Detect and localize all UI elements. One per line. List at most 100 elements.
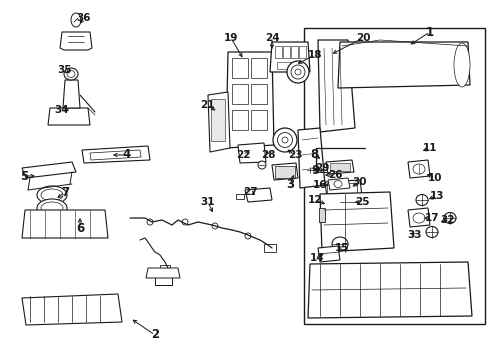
Polygon shape — [325, 160, 353, 174]
FancyBboxPatch shape — [250, 84, 266, 104]
Polygon shape — [90, 150, 141, 160]
FancyBboxPatch shape — [274, 166, 294, 178]
FancyBboxPatch shape — [231, 84, 247, 104]
Ellipse shape — [412, 213, 424, 223]
Text: 4: 4 — [122, 148, 131, 162]
FancyBboxPatch shape — [250, 110, 266, 130]
Polygon shape — [337, 42, 469, 88]
FancyBboxPatch shape — [326, 183, 356, 195]
Circle shape — [147, 219, 153, 225]
Text: 18: 18 — [307, 50, 322, 60]
Polygon shape — [317, 40, 354, 132]
Polygon shape — [82, 146, 150, 163]
FancyBboxPatch shape — [231, 58, 247, 78]
Ellipse shape — [64, 68, 78, 80]
Text: 33: 33 — [407, 230, 421, 240]
Text: 16: 16 — [312, 180, 326, 190]
Text: 10: 10 — [427, 173, 441, 183]
FancyBboxPatch shape — [250, 58, 266, 78]
Text: 35: 35 — [58, 65, 72, 75]
Circle shape — [244, 233, 250, 239]
Polygon shape — [327, 178, 349, 190]
Text: 34: 34 — [55, 105, 69, 115]
Polygon shape — [307, 262, 471, 318]
Text: 8: 8 — [309, 148, 318, 162]
Ellipse shape — [415, 194, 427, 206]
Text: 20: 20 — [355, 33, 369, 43]
FancyBboxPatch shape — [282, 46, 289, 58]
Text: 30: 30 — [352, 177, 366, 187]
FancyBboxPatch shape — [329, 163, 349, 171]
Text: 9: 9 — [311, 163, 320, 176]
Text: 14: 14 — [309, 253, 324, 263]
Text: 31: 31 — [201, 197, 215, 207]
Ellipse shape — [258, 161, 265, 169]
Text: 28: 28 — [260, 150, 275, 160]
Circle shape — [182, 219, 187, 225]
Text: 29: 29 — [314, 163, 328, 173]
Ellipse shape — [294, 69, 301, 75]
Text: 19: 19 — [224, 33, 238, 43]
FancyBboxPatch shape — [290, 46, 297, 58]
Polygon shape — [269, 42, 309, 72]
Text: 22: 22 — [235, 150, 250, 160]
FancyBboxPatch shape — [338, 197, 356, 207]
Ellipse shape — [331, 237, 347, 251]
FancyBboxPatch shape — [236, 194, 244, 198]
FancyBboxPatch shape — [318, 208, 325, 222]
Polygon shape — [238, 143, 265, 163]
Text: 11: 11 — [422, 143, 436, 153]
Text: 1: 1 — [425, 26, 433, 39]
Polygon shape — [319, 192, 393, 252]
Ellipse shape — [37, 199, 67, 217]
FancyBboxPatch shape — [298, 46, 305, 58]
Text: 13: 13 — [429, 191, 443, 201]
Text: 26: 26 — [327, 170, 342, 180]
Ellipse shape — [333, 180, 341, 188]
Ellipse shape — [71, 13, 81, 27]
Ellipse shape — [290, 65, 305, 79]
Ellipse shape — [305, 166, 313, 174]
Circle shape — [212, 223, 218, 229]
Polygon shape — [22, 162, 76, 178]
Polygon shape — [317, 246, 339, 262]
FancyBboxPatch shape — [210, 99, 224, 141]
Text: 5: 5 — [20, 170, 28, 183]
Polygon shape — [146, 268, 180, 278]
Polygon shape — [225, 52, 273, 148]
Bar — [304, 28, 484, 324]
Polygon shape — [48, 108, 90, 125]
Text: 15: 15 — [334, 243, 348, 253]
Text: 32: 32 — [440, 215, 454, 225]
FancyBboxPatch shape — [276, 62, 303, 68]
Ellipse shape — [425, 226, 437, 238]
Polygon shape — [22, 210, 108, 238]
Polygon shape — [297, 128, 325, 188]
Text: 24: 24 — [264, 33, 279, 43]
Polygon shape — [22, 294, 122, 325]
FancyBboxPatch shape — [160, 265, 170, 271]
Text: 12: 12 — [307, 195, 322, 205]
Text: 25: 25 — [354, 197, 368, 207]
Ellipse shape — [412, 164, 424, 174]
Text: 2: 2 — [151, 328, 159, 342]
Text: 3: 3 — [285, 179, 293, 192]
Text: 17: 17 — [424, 213, 438, 223]
Polygon shape — [60, 32, 92, 50]
Ellipse shape — [41, 189, 63, 201]
Ellipse shape — [67, 71, 75, 77]
Polygon shape — [63, 80, 80, 108]
Polygon shape — [207, 92, 229, 152]
Ellipse shape — [453, 43, 469, 87]
Polygon shape — [271, 163, 297, 180]
Ellipse shape — [41, 202, 63, 214]
Ellipse shape — [277, 132, 292, 148]
Polygon shape — [407, 160, 429, 178]
Text: 7: 7 — [61, 185, 69, 198]
Ellipse shape — [37, 186, 67, 204]
Polygon shape — [407, 208, 429, 227]
Text: 21: 21 — [199, 100, 214, 110]
Ellipse shape — [272, 128, 296, 152]
FancyBboxPatch shape — [264, 244, 275, 252]
Ellipse shape — [282, 137, 287, 143]
